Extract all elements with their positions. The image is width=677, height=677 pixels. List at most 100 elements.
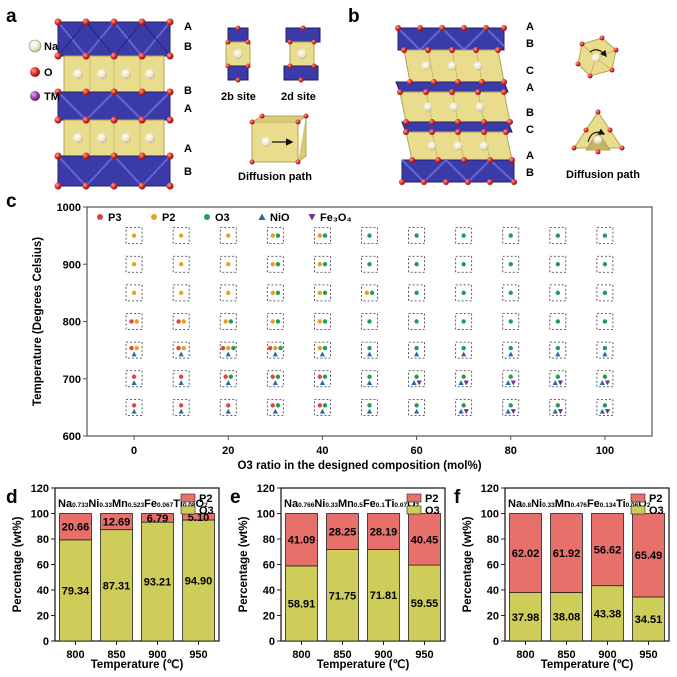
x-tick-label: 950 [639, 649, 657, 661]
phase-point-o3 [275, 374, 281, 379]
phase-cell [172, 227, 190, 245]
phase-cell [596, 398, 614, 416]
phase-point-o3 [602, 262, 608, 267]
phase-point-p2 [317, 262, 323, 267]
phase-cell [219, 313, 237, 330]
phase-point-nio [366, 380, 373, 385]
legend-swatch-o3 [630, 505, 646, 515]
phase-point-p2 [226, 345, 231, 351]
y-axis-title: Percentage (wt%) [462, 516, 474, 612]
phase-cell [125, 313, 143, 330]
phase-point-p3 [129, 319, 134, 324]
phase-point-o3 [228, 374, 234, 379]
bar-p2 [591, 513, 624, 587]
phase-point-p2 [364, 290, 370, 296]
value-label-o3: 71.81 [370, 590, 398, 602]
phase-cell [125, 398, 143, 416]
value-label-o3: 94.90 [185, 576, 213, 588]
o-atoms-a [54, 18, 174, 190]
phase-cell [408, 313, 425, 330]
layer-label-b7: A [526, 150, 534, 162]
phase-cell [549, 341, 567, 359]
x-tick-label: 20 [222, 445, 234, 457]
value-label-o3: 43.38 [594, 608, 622, 620]
phase-cell [361, 341, 378, 359]
phase-cell [455, 313, 473, 330]
y-tick-label: 0 [269, 636, 275, 648]
phase-cell [596, 227, 614, 245]
y-axis-title: Percentage (wt%) [238, 516, 250, 612]
phase-point-o3 [555, 290, 561, 296]
legend-label-nio: NiO [270, 212, 290, 224]
phase-point-o3 [322, 319, 328, 324]
x-tick-label: 40 [316, 445, 328, 457]
phase-point-p2 [317, 290, 323, 296]
value-label-o3: 37.98 [512, 612, 540, 624]
phase-point-p2 [270, 290, 275, 296]
x-tick-label: 60 [410, 445, 422, 457]
phase-point-fe3o4 [463, 380, 469, 386]
phase-cell [596, 313, 614, 330]
phase-cell [172, 341, 190, 359]
bar-chart-f: 0 20 40 60 80 100 120 Percentage (wt%) 37.98 62.0… [462, 483, 670, 671]
y-axis-title: Temperature (Degrees Celsius) [32, 237, 44, 406]
phase-point-o3 [414, 374, 419, 379]
phase-point-o3 [275, 290, 281, 296]
value-label-p2: 56.62 [594, 545, 622, 557]
phase-point-p2 [270, 319, 275, 324]
phase-point-o3 [461, 290, 466, 296]
phase-cell [314, 227, 331, 245]
phase-point-o3 [508, 319, 513, 324]
layer-label-b1: A [526, 21, 534, 33]
bar-o3 [100, 529, 133, 642]
value-label-o3: 71.75 [329, 590, 357, 602]
phase-cell [408, 255, 425, 273]
phase-cell [408, 284, 425, 302]
bar-p2 [182, 513, 215, 521]
layer-label-a4: A [184, 103, 192, 115]
y-tick-label: 60 [487, 560, 499, 572]
phase-cell [408, 398, 425, 416]
phase-point-p3 [317, 374, 323, 379]
phase-point-o3 [414, 345, 419, 351]
diffusion-path-a-diagram [249, 113, 309, 165]
phase-point-nio [552, 408, 558, 414]
phase-point-o3 [414, 319, 419, 324]
x-tick-label: 950 [415, 649, 433, 661]
phase-point-o3 [322, 345, 328, 351]
bar-o3 [408, 564, 441, 642]
panel-label-b: b [348, 6, 360, 27]
phase-point-o3 [555, 233, 561, 238]
layer-label-a5: A [184, 143, 192, 155]
diffusion-path-b-label: Diffusion path [566, 169, 640, 181]
phase-point-nio [413, 408, 420, 414]
layer-label-a6: B [184, 166, 192, 178]
x-tick-label: 850 [107, 649, 125, 661]
phase-point-nio [131, 380, 137, 385]
phase-point-o3 [508, 290, 513, 296]
y-tick-label: 20 [263, 611, 275, 623]
y-tick-label: 20 [487, 611, 499, 623]
phase-point-nio [178, 351, 184, 357]
phase-point-fe3o4 [557, 380, 564, 386]
bar-p2 [408, 513, 441, 566]
y-axis-title: Percentage (wt%) [12, 516, 24, 612]
legend-label-p2: P2 [199, 493, 212, 505]
crystal-structure-o3: A B C A B C A B [395, 21, 534, 185]
panel-label-a: a [6, 6, 17, 27]
phase-point-p3 [270, 374, 275, 379]
panel-label-e: e [230, 487, 241, 508]
phase-cell [361, 313, 378, 330]
value-label-p2: 28.25 [329, 527, 357, 539]
phase-point-o3 [275, 262, 281, 267]
value-label-o3: 59.55 [411, 598, 439, 610]
phase-cell [219, 227, 237, 245]
y-tick-label: 0 [43, 636, 49, 648]
phase-point-nio [602, 351, 608, 357]
tm-layer-bottom [57, 154, 171, 188]
y-tick-label: 80 [487, 534, 499, 546]
phase-cell [314, 341, 331, 359]
phase-point-o3 [508, 262, 513, 267]
phase-cell [549, 370, 567, 388]
phase-cell [266, 255, 284, 273]
